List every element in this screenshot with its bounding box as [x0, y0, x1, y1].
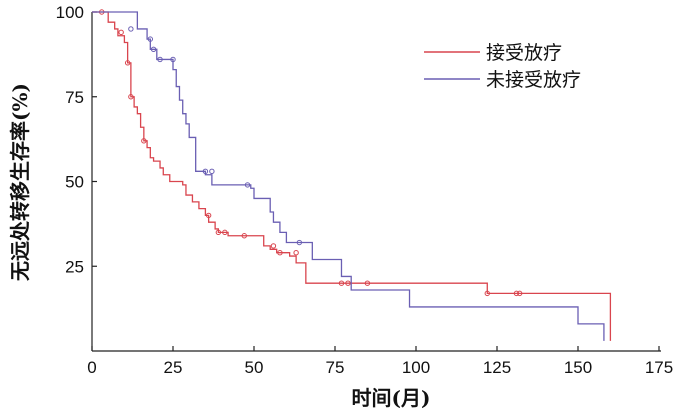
- y-tick-label: 25: [65, 257, 84, 276]
- censor-mark: [345, 280, 351, 286]
- censor-mark: [513, 290, 520, 297]
- censor-mark: [516, 290, 523, 297]
- y-tick-label: 50: [65, 173, 84, 192]
- censor-mark: [293, 249, 299, 256]
- y-tick-label: 100: [56, 3, 84, 22]
- y-ticks: 25 50 75 100: [56, 3, 97, 276]
- censor-mark: [270, 243, 277, 249]
- censor-mark: [222, 229, 228, 236]
- legend-label: 未接受放疗: [486, 69, 581, 91]
- x-tick-label: 100: [402, 358, 430, 377]
- legend-label: 接受放疗: [486, 42, 562, 64]
- y-tick-label: 75: [65, 88, 84, 107]
- x-tick-label: 175: [645, 358, 673, 377]
- x-tick-label: 150: [564, 358, 592, 377]
- x-axis-title: 时间(月): [352, 386, 431, 410]
- censor-mark: [244, 182, 251, 188]
- y-axis-title: 无远处转移生存率(%): [8, 83, 32, 281]
- censor-mark: [128, 26, 134, 32]
- censor-mark: [118, 29, 124, 36]
- x-tick-label: 25: [164, 358, 183, 377]
- censor-mark: [205, 212, 212, 219]
- censor-mark: [150, 46, 157, 52]
- x-tick-label: 125: [483, 358, 511, 377]
- censor-mark: [209, 168, 215, 175]
- censor-mark: [147, 36, 154, 42]
- censor-mark: [157, 56, 163, 63]
- x-ticks: 0 25 50 75 100 125 150 175: [87, 346, 673, 377]
- censor-mark: [484, 290, 490, 297]
- censor-mark: [124, 60, 131, 66]
- censor-mark: [241, 233, 247, 239]
- censor-mark: [338, 280, 345, 286]
- censor-mark: [170, 56, 176, 63]
- censor-mark: [215, 229, 222, 236]
- x-tick-label: 0: [87, 358, 96, 377]
- series-line: [92, 11, 612, 341]
- legend-item: 接受放疗: [424, 42, 562, 64]
- x-tick-label: 50: [245, 358, 264, 377]
- censor-mark: [364, 280, 371, 286]
- series-1: [92, 9, 612, 341]
- legend-item: 未接受放疗: [424, 69, 581, 91]
- series-layer: [92, 9, 612, 341]
- censor-mark: [202, 168, 209, 175]
- axes: 0 25 50 75 100 125 150 175 25 50 75 100: [56, 3, 674, 377]
- censor-mark: [277, 249, 283, 256]
- censor-mark: [128, 94, 134, 100]
- series-line: [92, 11, 605, 341]
- censor-mark: [296, 239, 303, 246]
- series-2: [92, 11, 605, 341]
- x-tick-label: 75: [326, 358, 345, 377]
- censor-mark: [141, 138, 147, 144]
